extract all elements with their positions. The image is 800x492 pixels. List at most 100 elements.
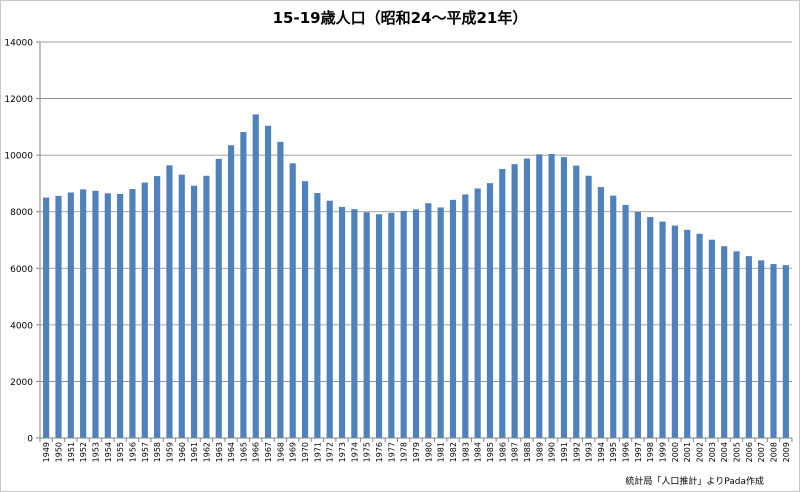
- bar-1992: [573, 165, 580, 438]
- x-tick-label: 1951: [67, 442, 76, 462]
- x-tick-label: 1975: [363, 442, 372, 462]
- bar-2003: [708, 239, 715, 438]
- x-tick-label: 1957: [141, 442, 150, 462]
- bar-1997: [634, 211, 641, 438]
- x-tick-label: 1980: [424, 442, 433, 462]
- bar-1981: [437, 207, 444, 438]
- x-tick-label: 1973: [338, 442, 347, 462]
- bar-1962: [203, 175, 210, 438]
- x-tick-label: 1995: [609, 442, 618, 462]
- x-tick-label: 1983: [461, 442, 470, 462]
- x-tick-label: 1988: [523, 442, 532, 462]
- bar-2002: [696, 233, 703, 438]
- bar-1963: [215, 158, 222, 438]
- x-tick-label: 1958: [153, 442, 162, 462]
- x-tick-label: 1984: [474, 442, 483, 462]
- bar-1960: [178, 174, 185, 438]
- bar-1971: [314, 193, 321, 438]
- bar-1952: [80, 189, 87, 438]
- bar-1990: [548, 154, 555, 439]
- x-tick-label: 1949: [42, 442, 51, 462]
- bar-1972: [326, 200, 333, 438]
- y-tick-label: 4000: [10, 321, 33, 331]
- x-tick-label: 1952: [79, 442, 88, 462]
- x-tick-label: 1996: [622, 442, 631, 462]
- x-tick-label: 1989: [535, 442, 544, 462]
- x-tick-label: 1959: [165, 442, 174, 462]
- bar-1974: [351, 209, 358, 438]
- bar-1987: [511, 164, 518, 439]
- x-tick-label: 1969: [289, 442, 298, 462]
- bar-1949: [43, 197, 50, 438]
- axes: [39, 42, 793, 442]
- bar-1957: [141, 182, 148, 438]
- y-tick-label: 8000: [10, 208, 33, 218]
- bar-1953: [92, 190, 99, 438]
- chart-title: 15-19歳人口（昭和24～平成21年）: [272, 9, 528, 27]
- x-tick-label: 2009: [782, 442, 791, 462]
- x-tick-label: 1994: [597, 442, 606, 462]
- x-tick-label: 1962: [202, 442, 211, 462]
- x-tick-label: 1977: [387, 442, 396, 462]
- x-tick-label: 1999: [659, 442, 668, 462]
- x-tick-label: 1955: [116, 442, 125, 462]
- x-tick-labels: 1949 1950 1951 1952 1953 1954 1955 1956 1957 1958…: [42, 442, 791, 462]
- x-tick-label: 1965: [239, 442, 248, 462]
- bar-2004: [721, 246, 728, 438]
- bar-1989: [536, 154, 543, 438]
- x-tick-label: 2004: [720, 442, 729, 462]
- x-tick-label: 1985: [486, 442, 495, 462]
- x-tick-label: 2000: [671, 442, 680, 462]
- x-tick-label: 1970: [301, 442, 310, 462]
- bar-1956: [129, 189, 136, 438]
- bar-1986: [499, 169, 506, 438]
- bar-1994: [597, 187, 604, 438]
- bar-1980: [425, 203, 432, 438]
- bar-1978: [400, 210, 407, 438]
- x-tick-label: 1960: [178, 442, 187, 462]
- bar-2000: [671, 225, 678, 438]
- x-tick-label: 1997: [634, 442, 643, 462]
- y-tick-label: 12000: [4, 95, 33, 105]
- x-tick-label: 2008: [770, 442, 779, 462]
- y-tick-label: 14000: [4, 39, 33, 49]
- x-tick-label: 2002: [696, 442, 705, 462]
- bar-2001: [684, 229, 691, 438]
- x-tick-label: 1968: [276, 442, 285, 462]
- bar-1965: [240, 131, 247, 438]
- bars: [43, 114, 789, 439]
- bar-1993: [585, 175, 592, 438]
- y-tick-labels: 0 2000 4000 6000 8000 10000 12000 14000: [4, 39, 33, 445]
- bar-1982: [449, 199, 457, 438]
- x-tick-label: 2007: [757, 442, 766, 462]
- y-tick-label: 0: [27, 435, 33, 445]
- bar-1999: [659, 221, 666, 438]
- x-tick-label: 1991: [560, 442, 569, 462]
- x-tick-label: 1953: [91, 442, 100, 462]
- bar-2009: [782, 265, 789, 438]
- bar-2005: [733, 251, 740, 438]
- bar-1967: [264, 125, 272, 439]
- bar-1954: [104, 193, 111, 438]
- bar-1984: [474, 188, 481, 438]
- bar-1959: [166, 165, 173, 438]
- x-tick-label: 2001: [683, 442, 692, 462]
- x-tick-label: 2006: [745, 442, 754, 462]
- y-tick-label: 6000: [10, 265, 33, 275]
- y-tick-label: 2000: [10, 378, 33, 388]
- x-tick-label: 2003: [708, 442, 717, 462]
- bar-1951: [67, 192, 74, 438]
- x-tick-label: 1992: [572, 442, 581, 462]
- x-tick-label: 1954: [104, 442, 113, 462]
- bar-1964: [228, 145, 235, 438]
- x-tick-label: 1972: [326, 442, 335, 462]
- bar-1966: [252, 114, 259, 438]
- x-tick-label: 1976: [375, 442, 384, 462]
- bar-1979: [412, 209, 420, 438]
- x-tick-label: 1966: [252, 442, 261, 462]
- bar-1955: [117, 193, 124, 438]
- x-tick-label: 1993: [585, 442, 594, 462]
- bar-1975: [363, 212, 370, 438]
- bar-1976: [375, 214, 383, 438]
